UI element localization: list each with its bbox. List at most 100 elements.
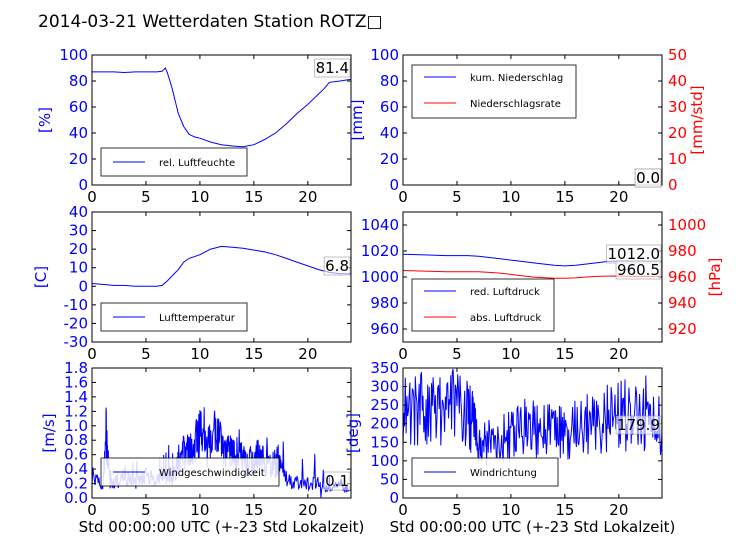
x-tick-label: 20 xyxy=(298,345,317,363)
y-tick-label: 10 xyxy=(69,259,88,277)
current-value-label: 1012.0 xyxy=(608,245,661,263)
x-tick-label: 20 xyxy=(298,501,317,519)
y2-tick-label: 50 xyxy=(668,46,687,64)
y-tick-label: -20 xyxy=(64,314,89,332)
x-tick-label: 5 xyxy=(141,501,151,519)
panel-humidity: 0 5 10 15 20 0 20 40 60 80 100 [%] 81.4 rel. Luftfeuc… xyxy=(36,46,352,206)
x-tick-label: 5 xyxy=(141,188,151,206)
y2-tick-label: 40 xyxy=(668,72,687,90)
y-tick-label: 20 xyxy=(380,150,399,168)
y-tick-label: 960 xyxy=(370,320,399,338)
legend-entry: rel. Luftfeuchte xyxy=(159,158,235,169)
y-tick-label: 40 xyxy=(69,203,88,221)
x-tick-label: 0 xyxy=(398,501,408,519)
y-tick-label: 0 xyxy=(389,489,399,507)
y-tick-label: 1.4 xyxy=(64,388,88,406)
y-tick-label: 150 xyxy=(370,433,399,451)
plot-frame-windspeed xyxy=(91,367,352,499)
legend-box-temperature xyxy=(100,302,248,332)
legend-entry: Niederschlagsrate xyxy=(470,99,561,110)
y-tick-label: 0.6 xyxy=(64,446,88,464)
y2-tick-label: 960 xyxy=(668,268,697,286)
y-tick-label: 250 xyxy=(370,396,399,414)
y-tick-label: 350 xyxy=(370,359,399,377)
y-tick-label: 80 xyxy=(69,72,88,90)
legend-box-precipitation xyxy=(411,64,577,119)
y-tick-label: 1020 xyxy=(361,242,399,260)
legend-entry: kum. Niederschlag xyxy=(470,73,563,84)
panel-windspeed: 0 5 10 15 20 0.00.20.40.60.81.01.21.41.61.8 [m… xyxy=(40,359,364,536)
y-tick-label: 1.0 xyxy=(64,417,88,435)
legend-entry: Windgeschwindigkeit xyxy=(159,468,265,479)
series-line-winddirection-0 xyxy=(403,369,662,466)
x-axis-label: Std 00:00:00 UTC (+-23 Std Lokalzeit) xyxy=(390,518,676,536)
x-tick-label: 10 xyxy=(501,345,520,363)
y-tick-label: 0.2 xyxy=(64,475,88,493)
current-value-label: 960.5 xyxy=(617,261,660,279)
x-tick-label: 0 xyxy=(398,345,408,363)
y-tick-label: 40 xyxy=(380,124,399,142)
y-tick-label: 300 xyxy=(370,378,399,396)
legend-box-windspeed xyxy=(100,457,280,487)
y-tick-label: 0.0 xyxy=(64,489,88,507)
y-tick-label: 60 xyxy=(69,98,88,116)
x-tick-label: 15 xyxy=(555,501,574,519)
plot-frame-temperature xyxy=(91,211,352,343)
panel-precipitation: 0 5 10 15 20 0 20 40 60 80 100 0 10 20 30 40 50 [mm] [mm/s… xyxy=(348,46,706,206)
x-axis-label: Std 00:00:00 UTC (+-23 Std Lokalzeit) xyxy=(79,518,365,536)
y-axis-label: [mm] xyxy=(348,100,366,141)
y2-axis-label: [hPa] xyxy=(706,258,724,297)
y-tick-label: 50 xyxy=(380,470,399,488)
plot-frame-humidity xyxy=(91,54,352,186)
x-tick-label: 15 xyxy=(244,345,263,363)
y-tick-label: 60 xyxy=(380,98,399,116)
x-tick-label: 10 xyxy=(190,188,209,206)
y-tick-label: 1.2 xyxy=(64,402,88,420)
y-tick-label: 100 xyxy=(370,46,399,64)
y2-tick-label: 940 xyxy=(668,294,697,312)
x-tick-label: 10 xyxy=(501,501,520,519)
series-line-humidity-0 xyxy=(92,67,351,148)
x-tick-label: 0 xyxy=(87,345,97,363)
current-value-label: 81.4 xyxy=(316,59,349,77)
x-tick-label: 15 xyxy=(244,501,263,519)
current-value-label: 0.0 xyxy=(636,169,660,187)
y2-axis-label: [mm/std] xyxy=(688,85,706,154)
current-value-box xyxy=(323,471,351,491)
x-tick-label: 0 xyxy=(87,501,97,519)
y-tick-label: 980 xyxy=(370,294,399,312)
y2-tick-label: 30 xyxy=(668,98,687,116)
current-value-label: 179.9 xyxy=(617,416,660,434)
y2-tick-label: 20 xyxy=(668,124,687,142)
current-value-box xyxy=(634,168,662,188)
x-tick-label: 20 xyxy=(298,188,317,206)
y-tick-label: 0 xyxy=(389,176,399,194)
y-axis-label: [%] xyxy=(36,107,54,133)
figure-title: 2014-03-21 Wetterdaten Station ROTZ□ xyxy=(38,12,383,32)
plot-frame-precipitation xyxy=(402,54,663,186)
y-tick-label: 0.4 xyxy=(64,460,88,478)
current-value-box xyxy=(314,58,351,78)
y2-tick-label: 980 xyxy=(668,242,697,260)
legend-entry: Windrichtung xyxy=(470,468,537,479)
x-tick-label: 20 xyxy=(609,188,628,206)
y-tick-label: 100 xyxy=(59,46,88,64)
x-tick-label: 10 xyxy=(501,188,520,206)
y-tick-label: 80 xyxy=(380,72,399,90)
x-tick-label: 5 xyxy=(452,345,462,363)
y-tick-label: 20 xyxy=(69,150,88,168)
x-tick-label: 5 xyxy=(141,345,151,363)
x-tick-label: 10 xyxy=(190,501,209,519)
y-tick-label: 1040 xyxy=(361,216,399,234)
y-axis-label: [deg] xyxy=(344,413,362,453)
y2-tick-label: 10 xyxy=(668,150,687,168)
legend-entry: red. Luftdruck xyxy=(470,287,540,298)
x-tick-label: 0 xyxy=(87,188,97,206)
y-axis-label: [m/s] xyxy=(40,413,58,452)
legend-entry: abs. Luftdruck xyxy=(470,313,541,324)
x-tick-label: 15 xyxy=(555,345,574,363)
legend-entry: Lufttemperatur xyxy=(159,313,236,324)
